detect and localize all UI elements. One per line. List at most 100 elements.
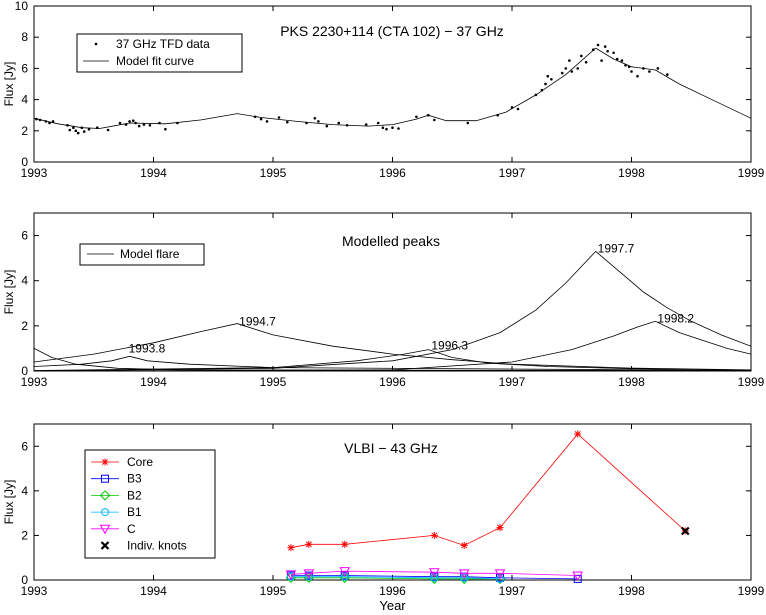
x-tick-label: 1999 bbox=[738, 584, 765, 598]
data-marker bbox=[496, 574, 505, 583]
tfd-data-point bbox=[74, 129, 78, 133]
tfd-data-point bbox=[313, 117, 317, 120]
tfd-data-point bbox=[433, 118, 436, 122]
legend: Core B3 B2 B1 C Indiv. knots bbox=[84, 449, 216, 559]
y-tick-label: 0 bbox=[21, 573, 28, 587]
x-axis-label: Year bbox=[379, 598, 406, 613]
tfd-data-point bbox=[568, 59, 571, 62]
x-tick-label: 1993 bbox=[21, 375, 48, 389]
tfd-data-point bbox=[576, 67, 579, 70]
data-marker bbox=[460, 541, 468, 549]
tfd-data-point bbox=[66, 124, 69, 127]
legend: Model flare bbox=[79, 243, 205, 266]
model-flare-curve bbox=[33, 349, 752, 371]
tfd-data-point bbox=[265, 120, 269, 123]
data-marker bbox=[430, 531, 438, 539]
x-tick-label: 1993 bbox=[21, 584, 48, 598]
marker-stroke bbox=[305, 541, 312, 548]
data-marker bbox=[99, 490, 111, 501]
tfd-data-point bbox=[305, 121, 308, 125]
y-tick-label: 2 bbox=[21, 319, 28, 333]
x-tick-label: 1994 bbox=[140, 166, 167, 180]
data-marker bbox=[428, 568, 440, 578]
tfd-data-point bbox=[124, 123, 128, 126]
legend-label: 37 GHz TFD data bbox=[116, 37, 210, 51]
y-tick-label: 0 bbox=[21, 155, 28, 169]
tfd-data-point bbox=[364, 123, 368, 126]
chart-title: Modelled peaks bbox=[342, 233, 440, 249]
tfd-data-point bbox=[148, 124, 152, 127]
tfd-data-point bbox=[82, 130, 86, 133]
data-marker bbox=[458, 569, 470, 579]
model-flare-curve bbox=[33, 250, 752, 372]
tfd-data-point bbox=[642, 67, 645, 70]
legend-label: Model flare bbox=[120, 247, 180, 261]
x-tick-label: 1999 bbox=[738, 166, 765, 180]
tfd-data-point bbox=[128, 120, 131, 123]
panel-2-axes: 1993 1994 1995 1996 1997 1998 1999 0 2 4 6 Flux [Jy… bbox=[2, 212, 765, 389]
marker-stroke bbox=[102, 459, 108, 465]
panel-1-axes: 1993 1994 1995 1996 1997 1998 1999 0 2 4 6 8 10 Flux … bbox=[2, 0, 765, 180]
y-tick-label: 6 bbox=[21, 229, 28, 243]
tfd-data-point bbox=[118, 121, 122, 125]
data-marker bbox=[101, 508, 109, 517]
data-marker bbox=[494, 569, 506, 579]
data-marker bbox=[339, 567, 351, 577]
tfd-data-point bbox=[259, 117, 263, 121]
model-flare-curve bbox=[33, 320, 752, 372]
tfd-data-point bbox=[72, 126, 75, 129]
legend-box bbox=[76, 33, 243, 73]
tfd-data-point bbox=[176, 121, 179, 125]
tfd-data-point bbox=[600, 59, 603, 62]
tfd-data-point bbox=[496, 113, 500, 117]
y-tick-label: 4 bbox=[21, 274, 28, 288]
data-marker bbox=[572, 571, 584, 582]
tfd-data-point bbox=[345, 124, 349, 127]
peak-label: 1998.2 bbox=[657, 311, 694, 325]
tfd-data-point bbox=[76, 131, 80, 135]
data-marker bbox=[287, 544, 295, 552]
tfd-data-point bbox=[277, 116, 281, 119]
y-tick-label: 0 bbox=[21, 364, 28, 378]
x-tick-label: 1998 bbox=[618, 375, 645, 389]
marker-stroke bbox=[341, 541, 348, 548]
tfd-data-point bbox=[603, 45, 607, 48]
tfd-data-point bbox=[516, 107, 520, 111]
x-tick-label: 1995 bbox=[260, 375, 287, 389]
tfd-data-point bbox=[564, 67, 568, 70]
x-tick-label: 1995 bbox=[260, 584, 287, 598]
tfd-data-point bbox=[337, 121, 341, 125]
data-marker bbox=[574, 430, 582, 438]
data-marker bbox=[305, 540, 313, 548]
tfd-data-point bbox=[584, 60, 588, 64]
tfd-data-point bbox=[317, 120, 320, 123]
tfd-data-point bbox=[466, 121, 470, 125]
tfd-data-point bbox=[560, 71, 564, 75]
data-marker bbox=[101, 458, 109, 466]
y-tick-label: 4 bbox=[21, 93, 28, 107]
x-tick-label: 1998 bbox=[618, 584, 645, 598]
x-tick-label: 1997 bbox=[499, 375, 526, 389]
data-marker bbox=[101, 474, 109, 483]
x-tick-label: 1996 bbox=[379, 584, 406, 598]
data-marker bbox=[496, 524, 504, 532]
data-marker bbox=[460, 573, 469, 582]
y-tick-label: 2 bbox=[21, 124, 28, 138]
x-tick-label: 1998 bbox=[618, 166, 645, 180]
tfd-data-point bbox=[80, 126, 84, 129]
series-line bbox=[290, 570, 578, 576]
peak-label: 1994.7 bbox=[239, 315, 276, 329]
tfd-data-point bbox=[131, 119, 135, 122]
x-tick-label: 1993 bbox=[21, 166, 48, 180]
x-tick-label: 1996 bbox=[379, 166, 406, 180]
chart-title: PKS 2230+114 (CTA 102) − 37 GHz bbox=[280, 23, 504, 39]
tfd-data-point bbox=[44, 120, 48, 123]
tfd-data-point bbox=[648, 70, 651, 73]
tfd-data-point bbox=[87, 127, 91, 131]
data-marker bbox=[100, 541, 110, 550]
tfd-data-point bbox=[68, 128, 72, 132]
y-tick-label: 8 bbox=[21, 30, 28, 44]
marker-stroke bbox=[497, 524, 504, 531]
tfd-data-point bbox=[385, 127, 388, 131]
panel-1-plot bbox=[33, 43, 752, 135]
